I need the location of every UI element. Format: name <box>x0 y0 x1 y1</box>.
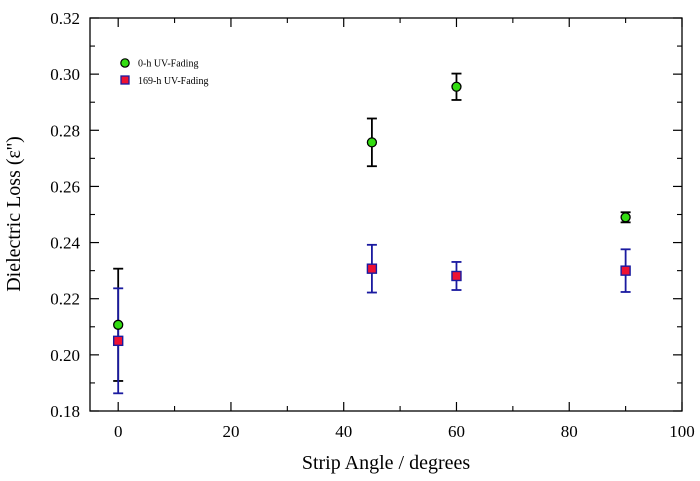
x-tick-label: 60 <box>448 422 465 441</box>
data-point-circle <box>366 137 378 148</box>
data-point-circle <box>113 319 124 330</box>
y-tick-label: 0.32 <box>50 9 80 28</box>
data-point-square <box>620 265 631 276</box>
data-point-square <box>451 270 462 282</box>
x-axis-title: Strip Angle / degrees <box>302 452 471 474</box>
data-point-square <box>112 335 124 347</box>
y-axis-title: Dielectric Loss (ε'') <box>3 136 25 292</box>
series-0 <box>113 72 631 382</box>
y-tick-label: 0.22 <box>50 290 80 309</box>
y-tick-label: 0.26 <box>50 177 80 196</box>
x-tick-label: 80 <box>561 422 578 441</box>
legend-label-169h: 169-h UV-Fading <box>138 76 208 87</box>
x-tick-label: 100 <box>669 422 695 441</box>
data-point-square <box>366 263 378 274</box>
y-tick-label: 0.30 <box>50 65 80 84</box>
x-tick-label: 20 <box>222 422 239 441</box>
legend-marker-169h <box>120 75 130 85</box>
data-point-circle <box>620 212 631 223</box>
series-1-markers <box>112 263 631 347</box>
y-tick-label: 0.18 <box>50 402 80 421</box>
series-0-markers <box>113 81 631 330</box>
x-tick-label: 0 <box>114 422 123 441</box>
legend-marker-0h <box>120 58 130 68</box>
y-tick-label: 0.24 <box>50 234 80 253</box>
data-point-circle <box>451 81 462 92</box>
y-tick-label: 0.28 <box>50 121 80 140</box>
legend-label-0h: 0-h UV-Fading <box>138 59 198 70</box>
y-tick-label: 0.20 <box>50 346 80 365</box>
x-tick-label: 40 <box>335 422 352 441</box>
legend: 0-h UV-Fading 169-h UV-Fading <box>120 58 208 87</box>
